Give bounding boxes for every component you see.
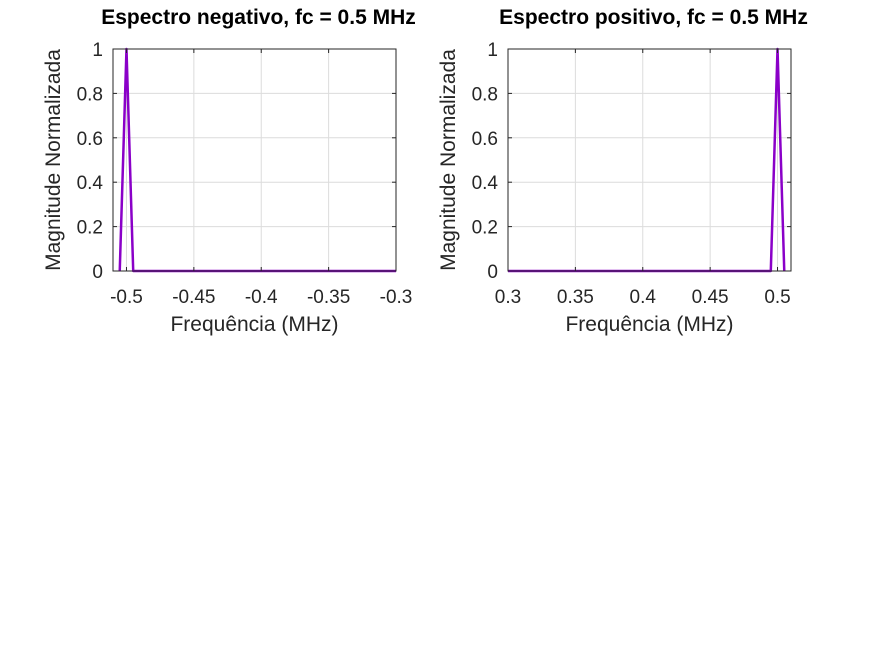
y-tick-label: 0 [487,262,498,283]
x-axis-label: Frequência (MHz) [565,313,733,336]
y-axis-label: Magnitude Normalizada [437,49,460,271]
x-tick-label: -0.35 [307,287,350,308]
y-tick-label: 1 [92,40,103,61]
y-tick-label: 1 [487,40,498,61]
y-tick-label: 0.4 [77,173,104,194]
x-axis-label: Frequência (MHz) [170,313,338,336]
chart-title: Espectro negativo, fc = 0.5 MHz [101,6,416,29]
chart-title: Espectro positivo, fc = 0.5 MHz [499,6,808,29]
x-tick-label: -0.4 [245,287,278,308]
x-tick-label: -0.45 [172,287,215,308]
x-tick-label: 0.3 [495,287,521,308]
chart-positive-spectrum: 0.3 0.35 0.4 0.45 0.5 0 0.2 0.4 0.6 0.8 1Espectro … [437,6,808,336]
y-tick-label: 0.6 [472,129,498,150]
y-tick-label: 0 [92,262,103,283]
y-tick-label: 0.6 [77,129,103,150]
data-series-line [118,47,396,273]
y-tick-label: 0.2 [472,218,498,239]
y-tick-label: 0.4 [472,173,499,194]
y-tick-label: 0.8 [472,84,498,105]
y-axis-label: Magnitude Normalizada [42,49,65,271]
x-tick-label: -0.3 [380,287,413,308]
x-tick-label: 0.5 [764,287,790,308]
y-tick-label: 0.8 [77,84,103,105]
y-tick-label: 0.2 [77,218,103,239]
plot-frame [507,48,792,272]
plot-frame [112,48,397,272]
chart-negative-spectrum: -0.5 -0.45 -0.4 -0.35 -0.3 0 0.2 0.4 0.6 0.8 1 Espe… [42,6,416,336]
x-tick-label: 0.35 [557,287,594,308]
x-tick-label: 0.4 [630,287,657,308]
data-series-line [508,47,786,273]
x-tick-label: -0.5 [110,287,143,308]
x-tick-label: 0.45 [692,287,729,308]
